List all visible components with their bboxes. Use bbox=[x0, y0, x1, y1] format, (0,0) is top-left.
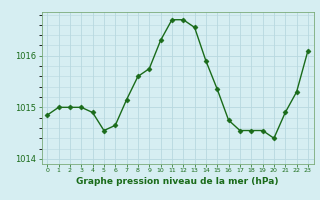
X-axis label: Graphe pression niveau de la mer (hPa): Graphe pression niveau de la mer (hPa) bbox=[76, 177, 279, 186]
